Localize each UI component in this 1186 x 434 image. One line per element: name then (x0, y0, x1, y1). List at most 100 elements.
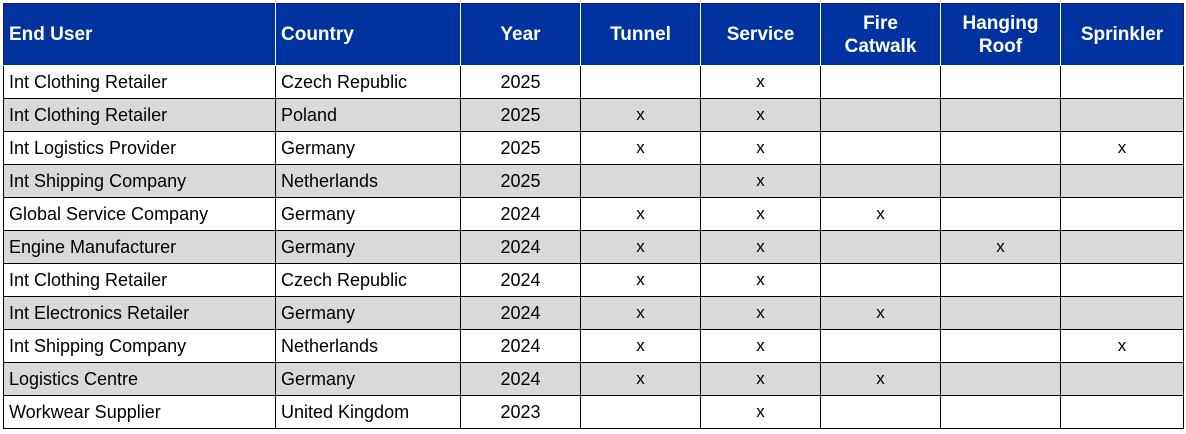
table-row: Int Electronics Retailer Germany 2024 x x x (3, 296, 1184, 330)
fire-catwalk-cell (820, 98, 941, 132)
fire-catwalk-cell (820, 131, 941, 165)
service-cell: x (700, 65, 821, 99)
table-row: Int Shipping Company Netherlands 2024 x x x (3, 329, 1184, 363)
table-row: Int Clothing Retailer Czech Republic 2024 x… (3, 263, 1184, 297)
table-row: Logistics Centre Germany 2024 x x x (3, 362, 1184, 396)
sprinkler-cell (1060, 230, 1184, 264)
header-year: Year (460, 3, 581, 66)
service-cell: x (700, 296, 821, 330)
header-sprinkler: Sprinkler (1060, 3, 1184, 66)
country-cell: Poland (275, 98, 461, 132)
country-cell: Netherlands (275, 164, 461, 198)
hanging-roof-cell (940, 164, 1061, 198)
tunnel-cell: x (580, 263, 701, 297)
country-cell: Germany (275, 362, 461, 396)
fire-catwalk-cell: x (820, 296, 941, 330)
table-header: End User Country Year Tunnel Service Fir… (3, 3, 1184, 66)
reference-table-container: End User Country Year Tunnel Service Fir… (3, 3, 1184, 429)
tunnel-cell: x (580, 296, 701, 330)
year-cell: 2024 (460, 296, 581, 330)
service-cell: x (700, 230, 821, 264)
header-country: Country (275, 3, 461, 66)
tunnel-cell: x (580, 230, 701, 264)
tunnel-cell (580, 164, 701, 198)
hanging-roof-cell (940, 98, 1061, 132)
sprinkler-cell: x (1060, 131, 1184, 165)
fire-catwalk-cell: x (820, 362, 941, 396)
header-tunnel: Tunnel (580, 3, 701, 66)
end-user-cell: Int Clothing Retailer (3, 98, 276, 132)
year-cell: 2024 (460, 230, 581, 264)
country-cell: United Kingdom (275, 395, 461, 429)
fire-catwalk-cell (820, 329, 941, 363)
sprinkler-cell (1060, 65, 1184, 99)
year-cell: 2024 (460, 329, 581, 363)
end-user-cell: Int Logistics Provider (3, 131, 276, 165)
tunnel-cell: x (580, 197, 701, 231)
country-cell: Czech Republic (275, 263, 461, 297)
sprinkler-cell (1060, 263, 1184, 297)
country-cell: Germany (275, 197, 461, 231)
hanging-roof-cell (940, 329, 1061, 363)
end-user-cell: Engine Manufacturer (3, 230, 276, 264)
fire-catwalk-cell (820, 164, 941, 198)
country-cell: Czech Republic (275, 65, 461, 99)
tunnel-cell (580, 65, 701, 99)
tunnel-cell (580, 395, 701, 429)
service-cell: x (700, 197, 821, 231)
end-user-cell: Int Clothing Retailer (3, 65, 276, 99)
country-cell: Germany (275, 230, 461, 264)
hanging-roof-cell (940, 395, 1061, 429)
end-user-cell: Int Clothing Retailer (3, 263, 276, 297)
country-cell: Germany (275, 296, 461, 330)
year-cell: 2025 (460, 164, 581, 198)
year-cell: 2024 (460, 362, 581, 396)
table-row: Global Service Company Germany 2024 x x x (3, 197, 1184, 231)
table-row: Int Shipping Company Netherlands 2025 x (3, 164, 1184, 198)
sprinkler-cell (1060, 395, 1184, 429)
hanging-roof-cell (940, 296, 1061, 330)
service-cell: x (700, 263, 821, 297)
service-cell: x (700, 395, 821, 429)
service-cell: x (700, 131, 821, 165)
sprinkler-cell (1060, 164, 1184, 198)
year-cell: 2025 (460, 131, 581, 165)
service-cell: x (700, 329, 821, 363)
sprinkler-cell (1060, 197, 1184, 231)
header-row: End User Country Year Tunnel Service Fir… (3, 3, 1184, 66)
header-hanging-roof: Hanging Roof (940, 3, 1061, 66)
table-row: Int Clothing Retailer Poland 2025 x x (3, 98, 1184, 132)
table-body: Int Clothing Retailer Czech Republic 2025 x… (3, 65, 1184, 429)
service-cell: x (700, 98, 821, 132)
header-fire-catwalk: Fire Catwalk (820, 3, 941, 66)
sprinkler-cell (1060, 98, 1184, 132)
header-end-user: End User (3, 3, 276, 66)
table-row: Workwear Supplier United Kingdom 2023 x (3, 395, 1184, 429)
year-cell: 2025 (460, 65, 581, 99)
end-user-cell: Int Shipping Company (3, 329, 276, 363)
tunnel-cell: x (580, 98, 701, 132)
year-cell: 2023 (460, 395, 581, 429)
year-cell: 2024 (460, 263, 581, 297)
hanging-roof-cell (940, 263, 1061, 297)
table-row: Int Logistics Provider Germany 2025 x x x (3, 131, 1184, 165)
reference-projects-table: End User Country Year Tunnel Service Fir… (3, 3, 1184, 429)
sprinkler-cell (1060, 296, 1184, 330)
table-row: Engine Manufacturer Germany 2024 x x x (3, 230, 1184, 264)
tunnel-cell: x (580, 362, 701, 396)
service-cell: x (700, 362, 821, 396)
fire-catwalk-cell (820, 230, 941, 264)
tunnel-cell: x (580, 131, 701, 165)
end-user-cell: Workwear Supplier (3, 395, 276, 429)
header-service: Service (700, 3, 821, 66)
end-user-cell: Global Service Company (3, 197, 276, 231)
hanging-roof-cell (940, 65, 1061, 99)
fire-catwalk-cell (820, 395, 941, 429)
sprinkler-cell: x (1060, 329, 1184, 363)
hanging-roof-cell: x (940, 230, 1061, 264)
year-cell: 2024 (460, 197, 581, 231)
fire-catwalk-cell (820, 263, 941, 297)
end-user-cell: Logistics Centre (3, 362, 276, 396)
country-cell: Netherlands (275, 329, 461, 363)
tunnel-cell: x (580, 329, 701, 363)
